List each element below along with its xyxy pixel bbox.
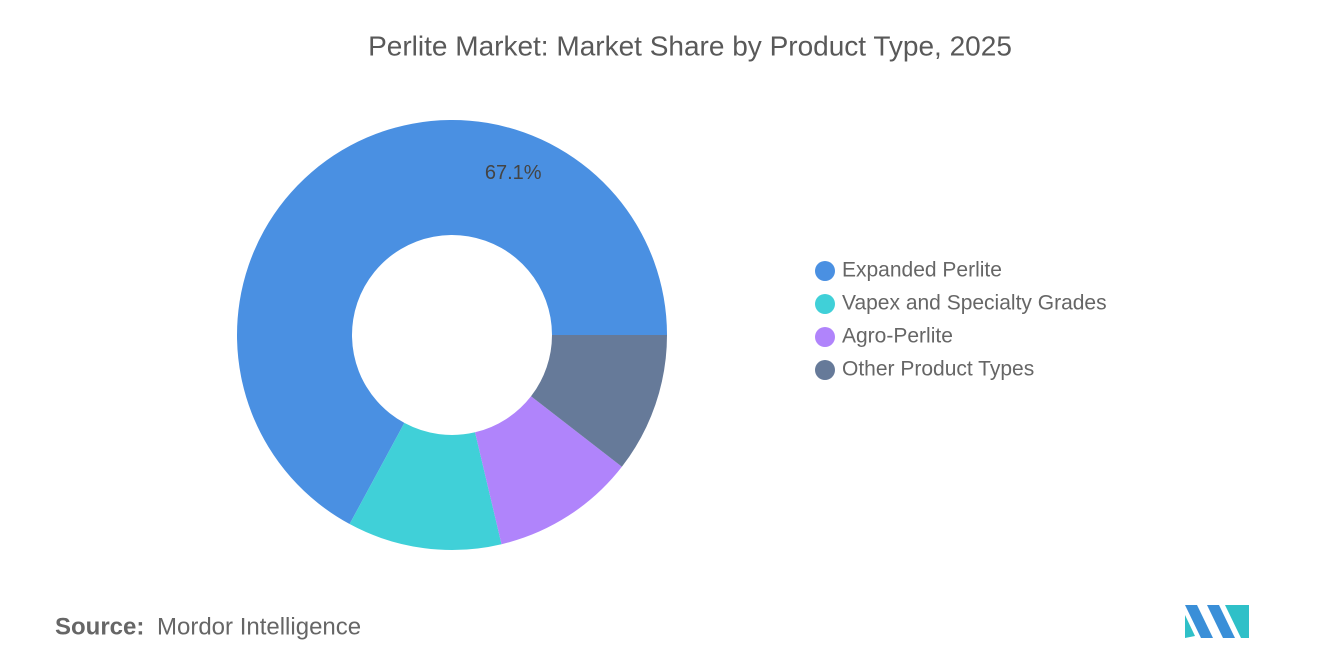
source-text: Mordor Intelligence [157,613,361,640]
donut-slice [237,119,667,525]
legend-swatch [815,294,835,314]
donut-slice [531,335,667,467]
legend-label: Agro-Perlite [842,325,953,348]
logo [1185,605,1249,638]
legend-label: Expanded Perlite [842,259,1002,282]
legend-label: Other Product Types [842,358,1034,381]
legend-swatch [815,261,835,281]
legend-swatch [815,360,835,380]
source-label: Source: [55,613,144,640]
legend-label: Vapex and Specialty Grades [842,292,1107,315]
donut-slice [475,396,622,545]
chart-title: Perlite Market: Market Share by Product … [368,30,1012,61]
data-label: 67.1% [485,162,542,184]
legend-swatch [815,327,835,347]
donut-slice [349,422,502,550]
